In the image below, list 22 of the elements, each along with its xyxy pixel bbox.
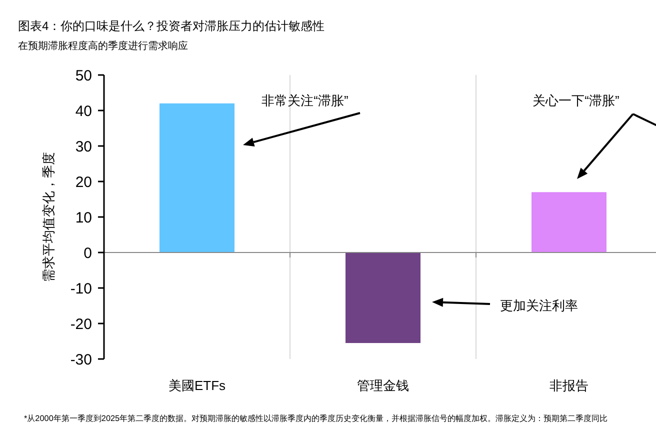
y-tick-label: 10 [75,209,92,226]
text: *从2000年第一季度到2025年第二季度的数据。对预期滞胀的敏感性以滞胀季度内的季度历史变化衡量，并根据滞胀信号的幅度加权。滞胀定义为：预期第二季度同比 [24,414,608,423]
y-tick-label: 20 [75,174,92,191]
y-tick-label: 50 [75,67,92,84]
y-tick-label: 0 [84,244,92,262]
bar [346,252,420,344]
annotation: 更加关注利率 [500,298,578,313]
y-axis-title: 需求平均值变化，季度 [41,152,56,282]
chart-subtitle: 在预期滞胀程度高的季度进行需求响应 [18,40,188,52]
y-tick-label: -30 [70,351,92,368]
y-tick-label: -10 [70,280,92,298]
x-tick-label: 美國ETFs [168,378,226,393]
annotation: 关心一下“滞胀” [532,93,620,108]
chart-title: 图表4：你的口味是什么？投资者对滞胀压力的估计敏感性 [18,19,325,33]
y-tick-label: 30 [75,138,92,156]
x-tick-label: 非报告 [550,378,588,393]
bar [160,103,234,252]
y-tick-label: -20 [70,316,92,333]
bar [532,192,606,252]
annotation: 非常关注“滞胀” [262,93,348,108]
x-tick-label: 管理金钱 [357,378,409,393]
y-tick-label: 40 [75,102,92,120]
